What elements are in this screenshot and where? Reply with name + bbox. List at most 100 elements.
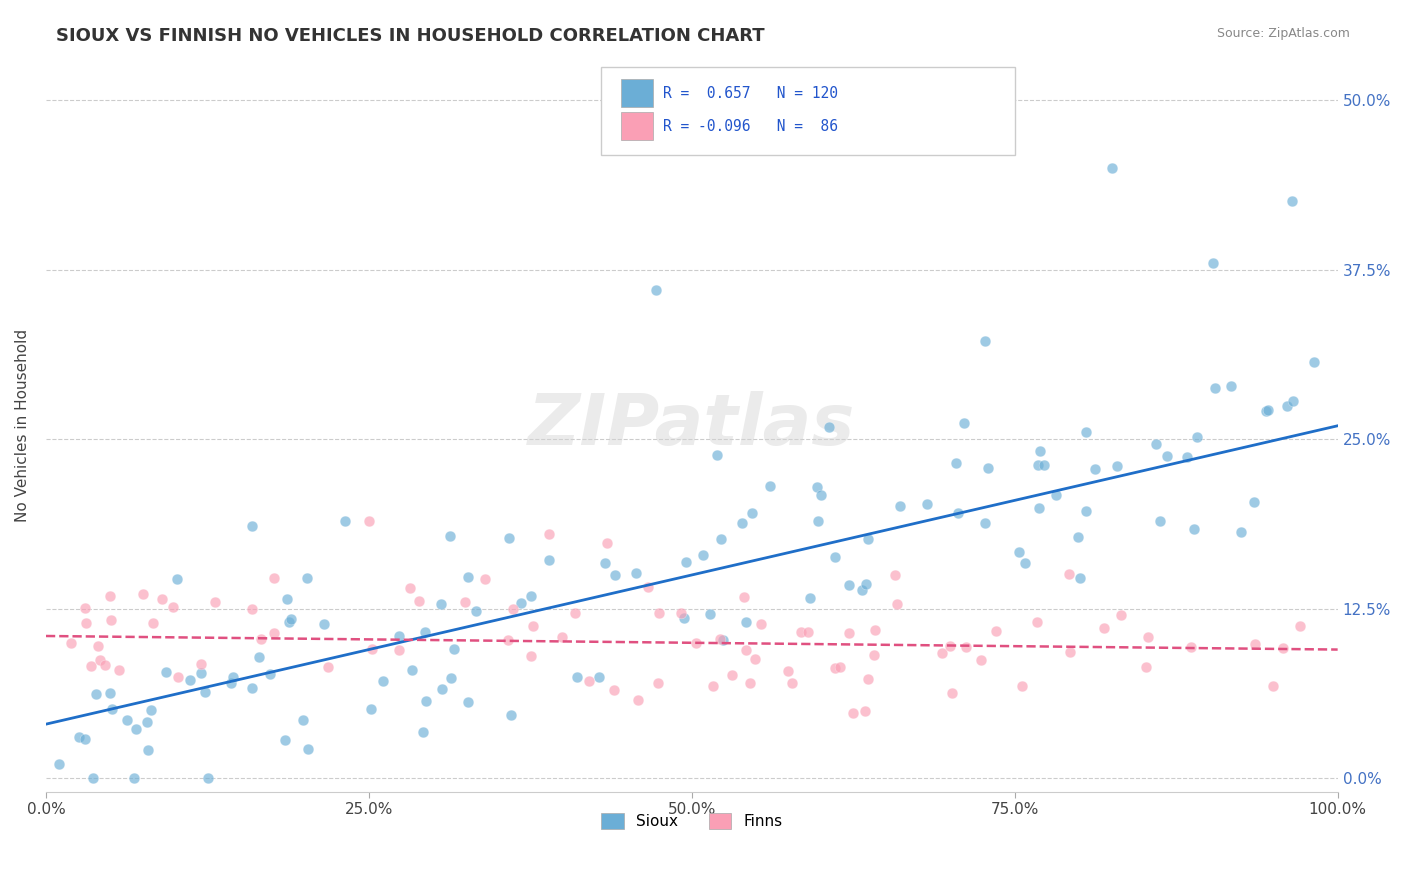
Point [75, 616, 97, 631]
Point [502, 601, 524, 615]
Point [388, 643, 411, 657]
Point [842, 706, 865, 721]
Point [537, 527, 560, 541]
Point [520, 648, 543, 663]
Point [648, 606, 671, 620]
Text: ZIPatlas: ZIPatlas [529, 392, 855, 460]
Point [80, 659, 103, 673]
Point [735, 615, 758, 629]
Point [280, 612, 302, 626]
Point [1014, 556, 1036, 570]
Point [277, 615, 299, 629]
Point [155, 665, 177, 679]
Point [855, 577, 877, 591]
Point [359, 514, 381, 528]
Point [162, 600, 184, 615]
Point [799, 591, 821, 605]
Text: R = -0.096   N =  86: R = -0.096 N = 86 [664, 120, 838, 135]
Y-axis label: No Vehicles in Household: No Vehicles in Household [15, 329, 30, 523]
Point [578, 673, 600, 688]
Point [197, 772, 219, 786]
Point [807, 514, 830, 528]
Point [1254, 404, 1277, 418]
Point [1028, 501, 1050, 516]
Point [1185, 429, 1208, 443]
Point [744, 651, 766, 665]
Point [974, 334, 997, 348]
Point [1277, 399, 1299, 413]
Point [973, 516, 995, 531]
Point [889, 499, 911, 513]
Point [706, 448, 728, 462]
Point [675, 555, 697, 569]
Point [627, 693, 650, 707]
Point [520, 589, 543, 603]
Point [240, 519, 263, 533]
Point [415, 694, 437, 708]
Point [318, 660, 340, 674]
Point [856, 672, 879, 686]
Point [797, 625, 820, 640]
Point [73, 732, 96, 747]
Point [1135, 659, 1157, 673]
Point [883, 567, 905, 582]
Point [136, 742, 159, 756]
Point [295, 571, 318, 585]
Point [179, 673, 201, 687]
Point [886, 597, 908, 611]
Point [388, 629, 411, 643]
Point [430, 597, 453, 611]
Point [1105, 459, 1128, 474]
FancyBboxPatch shape [621, 112, 652, 140]
Point [1243, 637, 1265, 651]
Point [588, 670, 610, 684]
Point [1059, 645, 1081, 659]
Point [1111, 607, 1133, 622]
Point [361, 642, 384, 657]
Point [142, 615, 165, 630]
Point [93, 657, 115, 672]
Point [749, 616, 772, 631]
Point [166, 572, 188, 586]
Point [430, 681, 453, 696]
Point [647, 676, 669, 690]
Point [439, 529, 461, 543]
Point [100, 613, 122, 627]
Point [242, 602, 264, 616]
Point [596, 535, 619, 549]
Point [1045, 488, 1067, 502]
Point [259, 667, 281, 681]
Point [1263, 679, 1285, 693]
Point [87, 640, 110, 654]
Point [810, 488, 832, 502]
Point [945, 456, 967, 470]
Point [1257, 403, 1279, 417]
Point [413, 625, 436, 640]
Point [624, 566, 647, 580]
Point [731, 516, 754, 531]
Point [984, 624, 1007, 638]
Point [333, 515, 356, 529]
Point [82, 772, 104, 786]
Point [1272, 640, 1295, 655]
Point [1029, 444, 1052, 458]
Point [509, 596, 531, 610]
Point [204, 595, 226, 609]
Point [219, 676, 242, 690]
Point [953, 417, 976, 431]
Point [1101, 161, 1123, 175]
Point [443, 642, 465, 657]
Point [292, 713, 315, 727]
Point [977, 461, 1000, 475]
Point [564, 607, 586, 621]
Point [1204, 381, 1226, 395]
Point [780, 676, 803, 690]
Point [240, 681, 263, 696]
Point [790, 625, 813, 640]
Point [360, 702, 382, 716]
Point [276, 591, 298, 606]
Point [48, 756, 70, 771]
Point [464, 604, 486, 618]
Point [1156, 449, 1178, 463]
Point [150, 591, 173, 606]
